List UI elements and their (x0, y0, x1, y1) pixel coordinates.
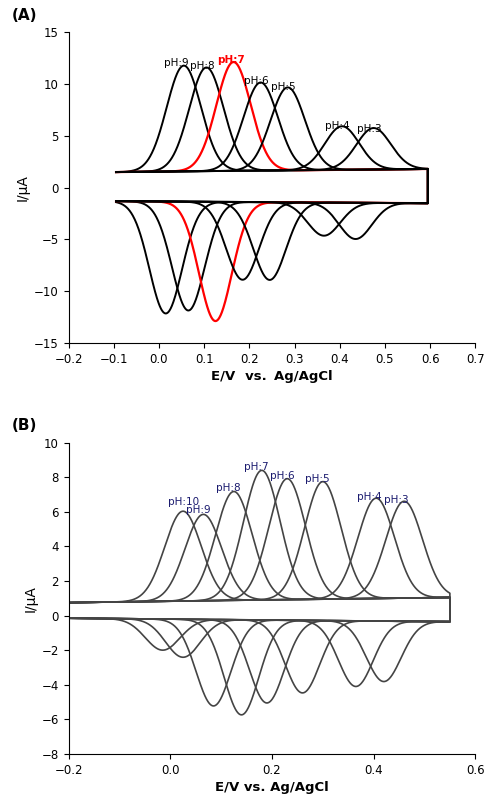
Text: pH:8: pH:8 (216, 483, 241, 493)
Y-axis label: I/μA: I/μA (16, 174, 30, 201)
Text: pH:3: pH:3 (384, 495, 409, 505)
Text: pH:7: pH:7 (217, 55, 245, 65)
Text: pH:4: pH:4 (325, 120, 350, 131)
Text: pH:7: pH:7 (244, 462, 269, 472)
Text: pH:4: pH:4 (357, 492, 382, 501)
Text: pH:5: pH:5 (271, 83, 295, 92)
X-axis label: E/V vs. Ag/AgCl: E/V vs. Ag/AgCl (215, 781, 329, 794)
Text: (B): (B) (12, 419, 37, 433)
Text: pH:10: pH:10 (168, 496, 199, 507)
Text: (A): (A) (12, 8, 37, 22)
Text: pH:9: pH:9 (186, 505, 210, 516)
Text: pH:3: pH:3 (357, 124, 382, 134)
Text: pH:9: pH:9 (165, 59, 189, 68)
Text: pH:5: pH:5 (305, 474, 330, 484)
Text: pH:6: pH:6 (244, 76, 269, 86)
Y-axis label: I/μA: I/μA (24, 585, 37, 612)
Text: pH:8: pH:8 (190, 62, 214, 71)
Text: pH:6: pH:6 (270, 471, 294, 480)
X-axis label: E/V   vs.  Ag/AgCl: E/V vs. Ag/AgCl (211, 370, 333, 383)
